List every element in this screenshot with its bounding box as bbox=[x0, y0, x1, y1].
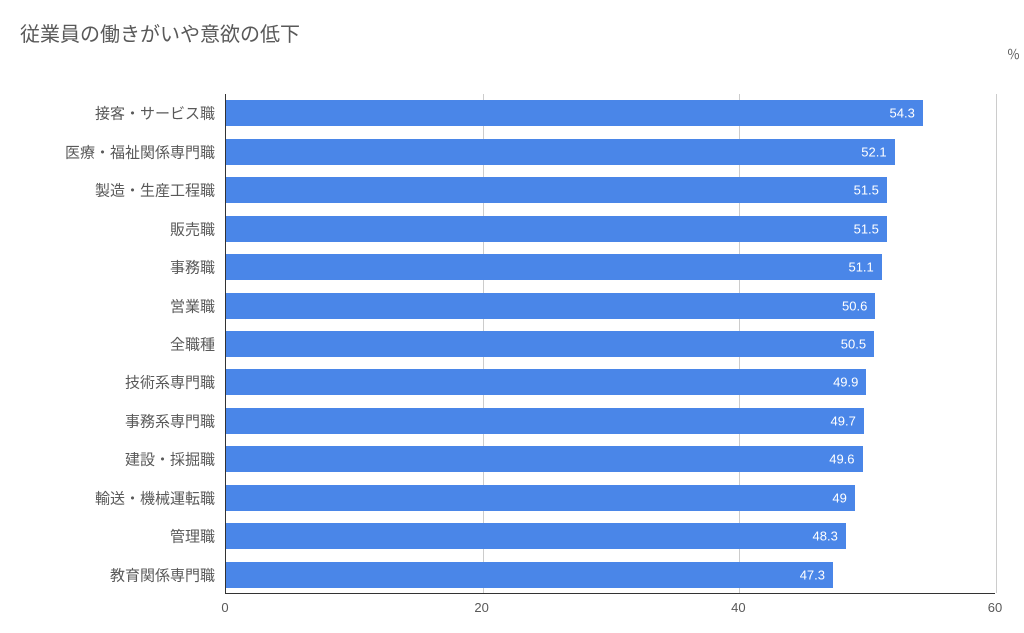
bar-value-label: 50.5 bbox=[841, 337, 866, 352]
bar-value-label: 51.1 bbox=[848, 260, 873, 275]
category-label: 全職種 bbox=[170, 334, 215, 355]
bar: 51.1 bbox=[226, 254, 882, 280]
category-label: 接客・サービス職 bbox=[95, 103, 215, 124]
x-tick-label: 20 bbox=[474, 600, 488, 615]
category-label: 営業職 bbox=[170, 295, 215, 316]
bar: 47.3 bbox=[226, 562, 833, 588]
bar-value-label: 50.6 bbox=[842, 298, 867, 313]
bar-value-label: 51.5 bbox=[854, 221, 879, 236]
bar: 52.1 bbox=[226, 139, 895, 165]
bar: 50.6 bbox=[226, 293, 875, 319]
bar: 49 bbox=[226, 485, 855, 511]
bar: 51.5 bbox=[226, 177, 887, 203]
category-label: 教育関係専門職 bbox=[110, 564, 215, 585]
bar-value-label: 54.3 bbox=[890, 106, 915, 121]
bar: 51.5 bbox=[226, 216, 887, 242]
bar-value-label: 51.5 bbox=[854, 183, 879, 198]
y-axis-labels: 接客・サービス職医療・福祉関係専門職製造・生産工程職販売職事務職営業職全職種技術… bbox=[20, 94, 215, 594]
category-label: 事務系専門職 bbox=[125, 410, 215, 431]
category-label: 販売職 bbox=[170, 218, 215, 239]
bar-value-label: 49.9 bbox=[833, 375, 858, 390]
bar: 48.3 bbox=[226, 523, 846, 549]
bar-value-label: 48.3 bbox=[813, 529, 838, 544]
bar: 49.7 bbox=[226, 408, 864, 434]
x-axis-labels: 0204060 bbox=[225, 600, 995, 620]
unit-label: ％ bbox=[1007, 44, 1020, 63]
bar: 50.5 bbox=[226, 331, 874, 357]
category-label: 管理職 bbox=[170, 526, 215, 547]
category-label: 事務職 bbox=[170, 257, 215, 278]
chart-title: 従業員の働きがいや意欲の低下 bbox=[20, 18, 1004, 47]
category-label: 輸送・機械運転職 bbox=[95, 487, 215, 508]
bar-value-label: 49.6 bbox=[829, 452, 854, 467]
category-label: 製造・生産工程職 bbox=[95, 180, 215, 201]
category-label: 技術系専門職 bbox=[125, 372, 215, 393]
bar: 49.9 bbox=[226, 369, 866, 395]
bars-region: 54.3 52.1 51.5 51.5 51.1 50.6 50.5 49.9 49.7 49.6… bbox=[225, 94, 995, 594]
bar: 49.6 bbox=[226, 446, 863, 472]
plot-area: 接客・サービス職医療・福祉関係専門職製造・生産工程職販売職事務職営業職全職種技術… bbox=[20, 94, 1004, 594]
x-tick-label: 40 bbox=[731, 600, 745, 615]
bar-value-label: 47.3 bbox=[800, 567, 825, 582]
bar: 54.3 bbox=[226, 100, 923, 126]
bar-value-label: 49 bbox=[832, 490, 846, 505]
category-label: 建設・採掘職 bbox=[125, 449, 215, 470]
bar-value-label: 49.7 bbox=[831, 413, 856, 428]
x-tick-label: 60 bbox=[988, 600, 1002, 615]
gridline bbox=[996, 94, 997, 593]
bar-value-label: 52.1 bbox=[861, 144, 886, 159]
chart-container: 従業員の働きがいや意欲の低下 bbox=[20, 18, 1004, 55]
x-tick-label: 0 bbox=[221, 600, 228, 615]
category-label: 医療・福祉関係専門職 bbox=[65, 141, 215, 162]
